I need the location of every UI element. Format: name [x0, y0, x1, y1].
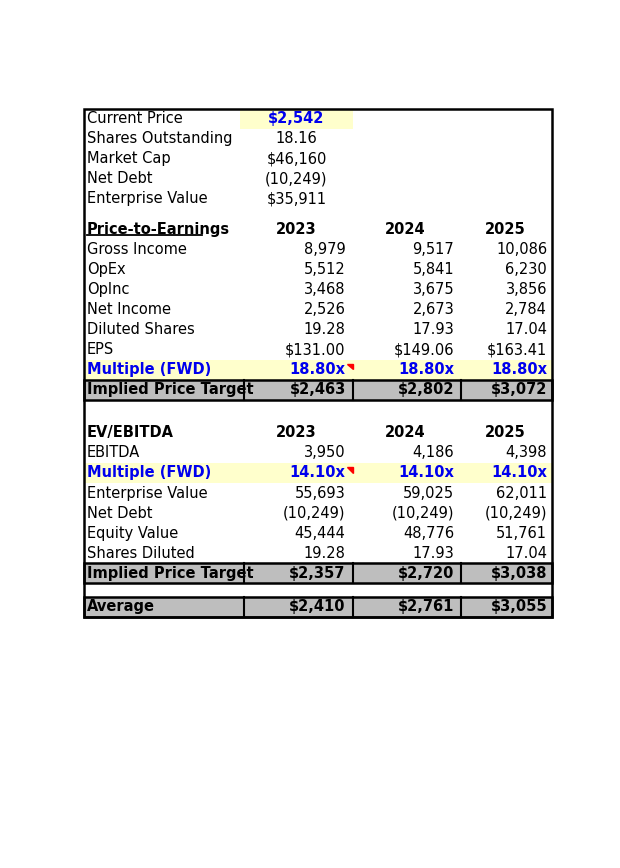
Text: 62,011: 62,011	[496, 485, 547, 501]
Polygon shape	[347, 467, 353, 472]
Text: 18.16: 18.16	[275, 131, 317, 147]
Text: (10,249): (10,249)	[283, 505, 346, 521]
Text: 2025: 2025	[485, 425, 526, 440]
Text: 6,230: 6,230	[505, 262, 547, 277]
Text: 9,517: 9,517	[412, 242, 454, 257]
Text: 4,398: 4,398	[506, 445, 547, 460]
Bar	[84, 597, 552, 617]
Text: Multiple (FWD): Multiple (FWD)	[87, 465, 211, 481]
Text: Enterprise Value: Enterprise Value	[87, 485, 208, 501]
Text: 55,693: 55,693	[295, 485, 346, 501]
Text: 2024: 2024	[384, 222, 425, 237]
Text: 5,512: 5,512	[304, 262, 346, 277]
Text: $149.06: $149.06	[394, 342, 454, 358]
Text: 48,776: 48,776	[403, 525, 454, 541]
Text: 17.93: 17.93	[412, 322, 454, 338]
Text: Implied Price Target: Implied Price Target	[87, 382, 254, 398]
Text: $2,761: $2,761	[398, 600, 454, 615]
Text: EBITDA: EBITDA	[87, 445, 140, 460]
Text: Shares Diluted: Shares Diluted	[87, 546, 195, 561]
Bar	[84, 360, 552, 380]
Text: Equity Value: Equity Value	[87, 525, 178, 541]
Text: EPS: EPS	[87, 342, 114, 358]
Text: 19.28: 19.28	[304, 546, 346, 561]
Text: 10,086: 10,086	[496, 242, 547, 257]
Text: $163.41: $163.41	[487, 342, 547, 358]
Text: 59,025: 59,025	[403, 485, 454, 501]
Text: (10,249): (10,249)	[265, 171, 328, 187]
Bar	[84, 563, 552, 583]
Text: Gross Income: Gross Income	[87, 242, 187, 257]
Text: 18.80x: 18.80x	[491, 362, 547, 378]
Polygon shape	[347, 364, 353, 370]
Text: 3,468: 3,468	[304, 282, 346, 297]
Text: 2,526: 2,526	[304, 302, 346, 317]
Text: 51,761: 51,761	[496, 525, 547, 541]
Text: 2023: 2023	[276, 425, 317, 440]
Text: (10,249): (10,249)	[392, 505, 454, 521]
Text: 2023: 2023	[276, 222, 317, 237]
Text: 17.93: 17.93	[412, 546, 454, 561]
Text: Market Cap: Market Cap	[87, 151, 170, 167]
Text: 14.10x: 14.10x	[491, 465, 547, 481]
Bar	[84, 108, 552, 617]
Text: 17.04: 17.04	[505, 322, 547, 338]
Text: $3,055: $3,055	[490, 600, 547, 615]
Text: 14.10x: 14.10x	[290, 465, 346, 481]
Text: Implied Price Target: Implied Price Target	[87, 566, 254, 581]
Text: $2,357: $2,357	[290, 566, 346, 581]
Text: $2,802: $2,802	[397, 382, 454, 398]
Text: 2024: 2024	[384, 425, 425, 440]
Text: 3,950: 3,950	[304, 445, 346, 460]
Text: $3,072: $3,072	[491, 382, 547, 398]
Text: 8,979: 8,979	[304, 242, 346, 257]
Text: 2,784: 2,784	[505, 302, 547, 317]
Text: Average: Average	[87, 600, 155, 615]
Text: $46,160: $46,160	[266, 151, 327, 167]
Text: $2,542: $2,542	[268, 111, 325, 126]
Bar	[241, 108, 353, 128]
Text: $35,911: $35,911	[267, 191, 327, 207]
Text: OpEx: OpEx	[87, 262, 125, 277]
Text: $2,410: $2,410	[289, 600, 346, 615]
Text: Net Debt: Net Debt	[87, 505, 153, 521]
Text: Diluted Shares: Diluted Shares	[87, 322, 195, 338]
Text: OpInc: OpInc	[87, 282, 130, 297]
Text: 19.28: 19.28	[304, 322, 346, 338]
Bar	[84, 597, 552, 617]
Text: Current Price: Current Price	[87, 111, 182, 126]
Text: $3,038: $3,038	[490, 566, 547, 581]
Bar	[84, 380, 552, 400]
Text: 18.80x: 18.80x	[290, 362, 346, 378]
Text: Multiple (FWD): Multiple (FWD)	[87, 362, 211, 378]
Text: 5,841: 5,841	[412, 262, 454, 277]
Text: 2,673: 2,673	[412, 302, 454, 317]
Text: 45,444: 45,444	[294, 525, 346, 541]
Bar	[84, 563, 552, 583]
Text: 2025: 2025	[485, 222, 526, 237]
Text: Shares Outstanding: Shares Outstanding	[87, 131, 232, 147]
Text: Price-to-Earnings: Price-to-Earnings	[87, 222, 230, 237]
Text: 14.10x: 14.10x	[398, 465, 454, 481]
Text: $2,720: $2,720	[398, 566, 454, 581]
Bar	[84, 380, 552, 400]
Text: Net Income: Net Income	[87, 302, 170, 317]
Text: 3,675: 3,675	[412, 282, 454, 297]
Text: Enterprise Value: Enterprise Value	[87, 191, 208, 207]
Text: 17.04: 17.04	[505, 546, 547, 561]
Text: 3,856: 3,856	[506, 282, 547, 297]
Text: EV/EBITDA: EV/EBITDA	[87, 425, 174, 440]
Text: Net Debt: Net Debt	[87, 171, 153, 187]
Text: (10,249): (10,249)	[485, 505, 547, 521]
Text: $2,463: $2,463	[290, 382, 346, 398]
Text: 18.80x: 18.80x	[398, 362, 454, 378]
Text: 4,186: 4,186	[412, 445, 454, 460]
Text: $131.00: $131.00	[285, 342, 346, 358]
Bar	[84, 463, 552, 483]
